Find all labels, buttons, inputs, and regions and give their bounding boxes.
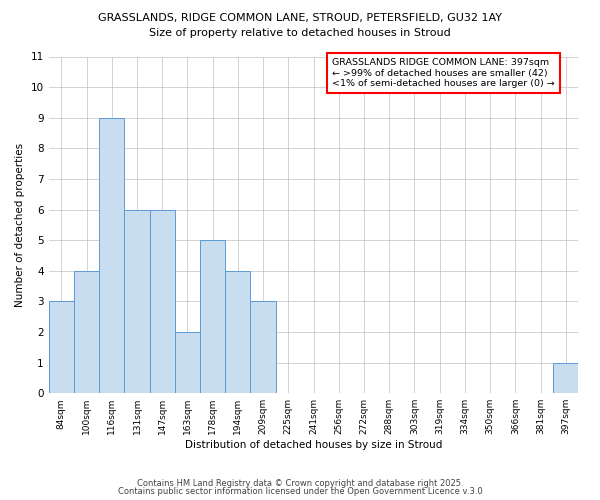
Bar xyxy=(49,302,74,393)
Bar xyxy=(250,302,276,393)
Bar xyxy=(99,118,124,393)
Text: Size of property relative to detached houses in Stroud: Size of property relative to detached ho… xyxy=(149,28,451,38)
Bar xyxy=(200,240,225,393)
Bar xyxy=(175,332,200,393)
Bar xyxy=(553,362,578,393)
Text: Contains HM Land Registry data © Crown copyright and database right 2025.: Contains HM Land Registry data © Crown c… xyxy=(137,478,463,488)
Text: GRASSLANDS, RIDGE COMMON LANE, STROUD, PETERSFIELD, GU32 1AY: GRASSLANDS, RIDGE COMMON LANE, STROUD, P… xyxy=(98,12,502,22)
Bar xyxy=(124,210,149,393)
X-axis label: Distribution of detached houses by size in Stroud: Distribution of detached houses by size … xyxy=(185,440,442,450)
Y-axis label: Number of detached properties: Number of detached properties xyxy=(15,143,25,307)
Text: GRASSLANDS RIDGE COMMON LANE: 397sqm
← >99% of detached houses are smaller (42)
: GRASSLANDS RIDGE COMMON LANE: 397sqm ← >… xyxy=(332,58,555,88)
Text: Contains public sector information licensed under the Open Government Licence v.: Contains public sector information licen… xyxy=(118,487,482,496)
Bar xyxy=(225,271,250,393)
Bar xyxy=(74,271,99,393)
Bar xyxy=(149,210,175,393)
